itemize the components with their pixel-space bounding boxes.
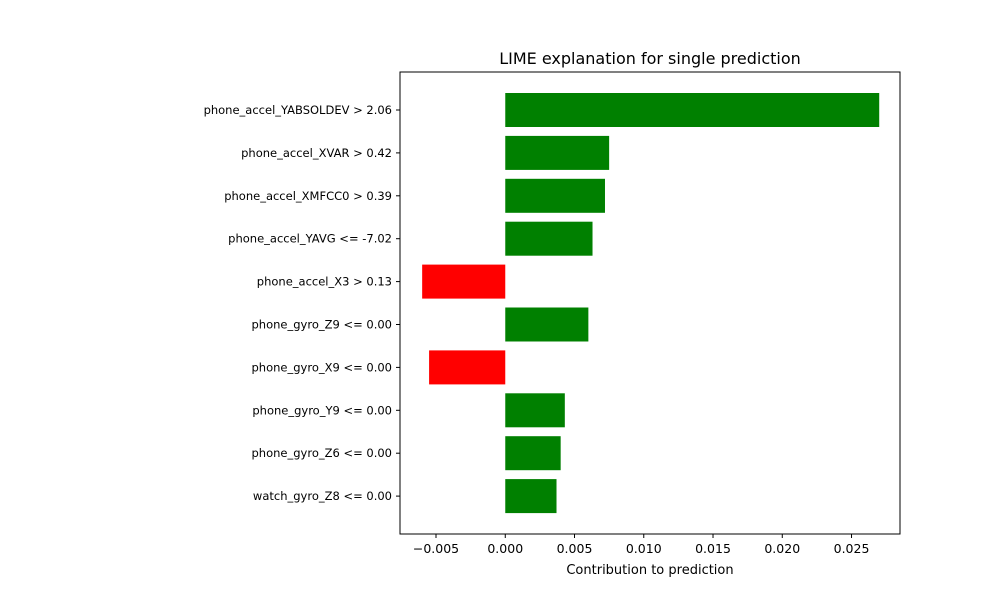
x-tick-label: −0.005 [413, 541, 459, 556]
y-tick-label: phone_gyro_Z6 <= 0.00 [252, 446, 393, 460]
x-tick-label: 0.025 [834, 541, 870, 556]
x-tick-label: 0.020 [764, 541, 800, 556]
bar-8 [505, 436, 561, 471]
bar-6 [429, 350, 506, 385]
bar-4 [422, 264, 506, 299]
bar-2 [505, 178, 605, 213]
x-axis: −0.005 0.000 0.005 0.010 0.015 0.020 0.025 [413, 534, 870, 556]
x-axis-label: Contribution to prediction [566, 563, 733, 578]
y-tick-label: phone_accel_XVAR > 0.42 [241, 146, 392, 160]
bar-9 [505, 479, 557, 514]
x-tick-label: 0.015 [695, 541, 731, 556]
y-tick-label: phone_gyro_X9 <= 0.00 [252, 360, 393, 374]
y-tick-label: watch_gyro_Z8 <= 0.00 [253, 489, 392, 503]
y-tick-label: phone_accel_X3 > 0.13 [257, 275, 392, 289]
y-tick-label: phone_gyro_Y9 <= 0.00 [252, 403, 392, 417]
chart-title: LIME explanation for single prediction [499, 49, 801, 68]
y-tick-label: phone_accel_YAVG <= -7.02 [228, 232, 392, 246]
x-tick-label: 0.000 [487, 541, 523, 556]
bar-3 [505, 221, 593, 256]
bar-1 [505, 135, 610, 170]
bar-7 [505, 393, 565, 428]
bar-0 [505, 93, 880, 127]
x-tick-label: 0.010 [626, 541, 662, 556]
y-tick-label: phone_gyro_Z9 <= 0.00 [252, 318, 393, 332]
y-axis: phone_accel_YABSOLDEV > 2.06 phone_accel_… [204, 103, 400, 503]
plot-frame [399, 71, 901, 535]
bar-5 [505, 307, 589, 342]
x-tick-label: 0.005 [557, 541, 593, 556]
y-tick-label: phone_accel_YABSOLDEV > 2.06 [204, 103, 392, 117]
bars-layer [422, 93, 880, 514]
y-tick-label: phone_accel_XMFCC0 > 0.39 [224, 189, 392, 203]
